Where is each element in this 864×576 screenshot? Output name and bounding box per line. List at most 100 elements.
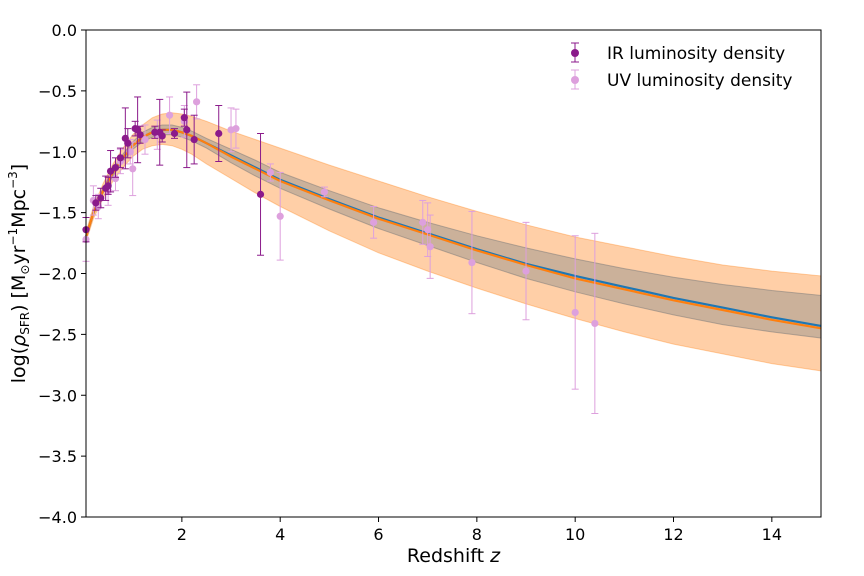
x-axis-ticks: 2 4 6 8 10 12 14	[177, 517, 782, 544]
y-tick-label: −2.5	[38, 325, 77, 344]
legend-uv-marker	[571, 76, 579, 84]
fit-lines	[84, 128, 822, 330]
marker-ir	[92, 199, 100, 207]
legend-uv-label: UV luminosity density	[607, 71, 792, 91]
x-axis-label: Redshift z	[407, 545, 501, 567]
y-axis-label-exp1: −1	[6, 228, 20, 246]
data-points	[82, 84, 599, 415]
legend-entry-uv: UV luminosity density	[571, 69, 792, 91]
marker-uv	[165, 111, 174, 119]
marker-uv	[571, 308, 579, 317]
marker-ir	[158, 132, 166, 140]
y-tick-label: −3.5	[38, 447, 77, 466]
y-tick-label: −1.5	[38, 204, 77, 223]
data-point-uv	[276, 171, 284, 261]
data-point-uv	[266, 163, 274, 182]
marker-uv	[522, 267, 530, 275]
x-tick-label: 8	[472, 525, 482, 544]
x-tick-label: 12	[663, 525, 683, 544]
data-point-ir	[111, 157, 120, 178]
y-axis-ticks: 0.0 −0.5 −1.0 −1.5 −2.0 −2.5 −3.0 −3.5 −4.0	[38, 21, 86, 527]
data-point-ir	[116, 147, 125, 169]
marker-ir	[136, 131, 144, 139]
marker-uv	[419, 218, 427, 226]
marker-ir	[106, 167, 115, 175]
marker-ir	[180, 114, 188, 122]
data-point-ir	[215, 104, 223, 162]
legend-ir-label: IR luminosity density	[607, 44, 785, 64]
marker-ir	[215, 129, 223, 138]
y-axis-label-yr: yr	[8, 245, 30, 264]
marker-uv	[193, 98, 201, 106]
marker-uv	[276, 212, 284, 220]
data-point-uv	[591, 232, 599, 415]
fit-line-orange	[84, 128, 822, 330]
data-point-ir	[170, 128, 179, 139]
data-point-ir	[124, 128, 132, 159]
marker-uv	[111, 174, 120, 183]
y-tick-label: −3.0	[38, 386, 77, 405]
y-axis-label: log(ρSFR) [M⊙yr−1Mpc−3]	[6, 164, 32, 383]
data-point-uv	[232, 108, 240, 149]
data-point-ir	[190, 114, 198, 165]
data-point-ir	[106, 150, 115, 193]
legend-ir-marker	[571, 49, 579, 57]
x-tick-label: 14	[762, 525, 782, 544]
marker-ir	[104, 182, 112, 190]
marker-uv	[320, 188, 329, 196]
y-axis-label-sub: SFR	[18, 312, 32, 335]
data-point-uv	[419, 199, 427, 245]
data-point-uv	[571, 235, 579, 390]
data-point-ir	[256, 132, 265, 256]
data-point-uv	[193, 84, 201, 120]
marker-ir	[183, 126, 191, 134]
y-axis-label-close: ]	[8, 164, 30, 171]
x-axis-label-var: z	[489, 545, 501, 567]
y-tick-label: −1.0	[38, 143, 77, 162]
data-point-uv	[522, 221, 530, 321]
marker-uv	[468, 258, 476, 267]
legend-entry-ir: IR luminosity density	[571, 42, 785, 64]
marker-uv	[591, 319, 599, 328]
data-point-uv	[370, 206, 378, 239]
marker-uv	[126, 148, 134, 156]
y-axis-label-main: log(	[8, 347, 30, 383]
marker-ir	[124, 139, 132, 147]
data-point-uv	[320, 186, 329, 198]
y-axis-label-units-open: ) [M	[8, 275, 30, 312]
x-axis-label-main: Redshift	[407, 545, 490, 567]
y-tick-label: −0.5	[38, 82, 77, 101]
data-point-ir	[158, 129, 166, 143]
marker-ir	[111, 163, 120, 172]
marker-uv	[129, 165, 137, 173]
marker-ir	[116, 154, 125, 162]
data-point-ir	[183, 91, 191, 169]
data-point-uv	[141, 124, 149, 155]
y-axis-label-rho: ρ	[8, 335, 30, 347]
y-tick-label: −2.0	[38, 265, 77, 284]
marker-ir	[190, 135, 198, 144]
data-point-uv	[426, 214, 434, 279]
x-tick-label: 2	[177, 525, 187, 544]
x-tick-label: 4	[275, 525, 285, 544]
data-point-uv	[129, 141, 137, 197]
marker-uv	[141, 135, 149, 144]
marker-ir	[97, 194, 105, 202]
y-axis-label-mpc: Mpc	[8, 189, 30, 228]
y-axis-label-sun: ⊙	[18, 265, 32, 275]
x-tick-label: 6	[373, 525, 383, 544]
marker-ir	[170, 129, 179, 138]
marker-ir	[256, 190, 265, 198]
data-point-uv	[468, 210, 476, 315]
marker-uv	[266, 168, 274, 177]
data-point-ir	[136, 125, 144, 144]
y-tick-label: −4.0	[38, 508, 77, 527]
legend: IR luminosity density UV luminosity dens…	[571, 42, 792, 91]
y-axis-label-exp2: −3	[6, 171, 20, 189]
marker-uv	[426, 243, 434, 251]
x-tick-label: 10	[565, 525, 585, 544]
marker-uv	[370, 218, 378, 226]
marker-uv	[424, 226, 432, 234]
y-tick-label: 0.0	[52, 21, 77, 40]
